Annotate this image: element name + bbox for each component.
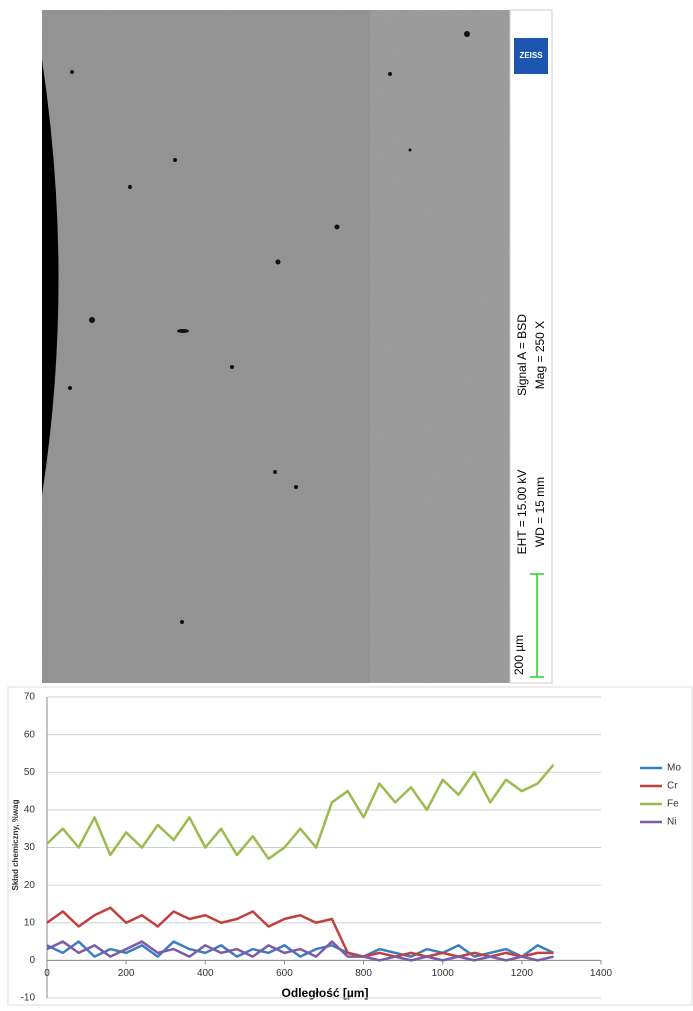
- series-line: [46, 763, 555, 861]
- y-tick-label: 50: [24, 767, 36, 778]
- x-tick-label: 1200: [511, 968, 534, 979]
- x-tick-label: 400: [197, 968, 214, 979]
- legend-label: Mo: [667, 763, 681, 774]
- x-tick-label: 0: [44, 968, 50, 979]
- y-tick-label: 70: [24, 692, 36, 703]
- y-tick-label: 40: [24, 805, 36, 816]
- pores: [68, 31, 470, 624]
- logo: ZEISS: [519, 51, 543, 60]
- legend-label: Fe: [667, 799, 679, 810]
- info-panel: [509, 9, 553, 684]
- x-tick-label: 1000: [432, 968, 455, 979]
- micrograph: ZEISS Signal A = BSD Mag = 250 X EHT = 1…: [42, 9, 553, 684]
- legend-label: Ni: [667, 817, 676, 828]
- sem-texture: [42, 10, 510, 683]
- eht-label: EHT = 15.00 kV: [515, 470, 529, 555]
- y-tick-label: 20: [24, 880, 36, 891]
- logo-box: [514, 38, 548, 74]
- x-axis-label: Odległość [µm]: [282, 986, 369, 1000]
- series-line: [46, 940, 554, 962]
- y-tick-label: 60: [24, 729, 36, 740]
- y-tick-label: 0: [29, 955, 35, 966]
- y-axis-label: Skład chemiczny, %wag: [11, 799, 20, 890]
- x-tick-label: 1400: [590, 968, 613, 979]
- sem-edge: [42, 60, 59, 495]
- scale-bar: [530, 573, 544, 678]
- legend-label: Cr: [667, 781, 678, 792]
- mag-label: Mag = 250 X: [533, 321, 547, 389]
- wd-label: WD = 15 mm: [533, 477, 547, 547]
- x-tick-label: 800: [355, 968, 372, 979]
- series-line: [46, 906, 554, 958]
- y-tick-label: 10: [24, 917, 36, 928]
- signal-label: Signal A = BSD: [515, 314, 529, 396]
- y-tick-label: -10: [21, 993, 36, 1004]
- x-tick-label: 200: [118, 968, 135, 979]
- scale-label: 200 µm: [512, 635, 526, 675]
- x-tick-label: 600: [276, 968, 293, 979]
- y-tick-label: 30: [24, 842, 36, 853]
